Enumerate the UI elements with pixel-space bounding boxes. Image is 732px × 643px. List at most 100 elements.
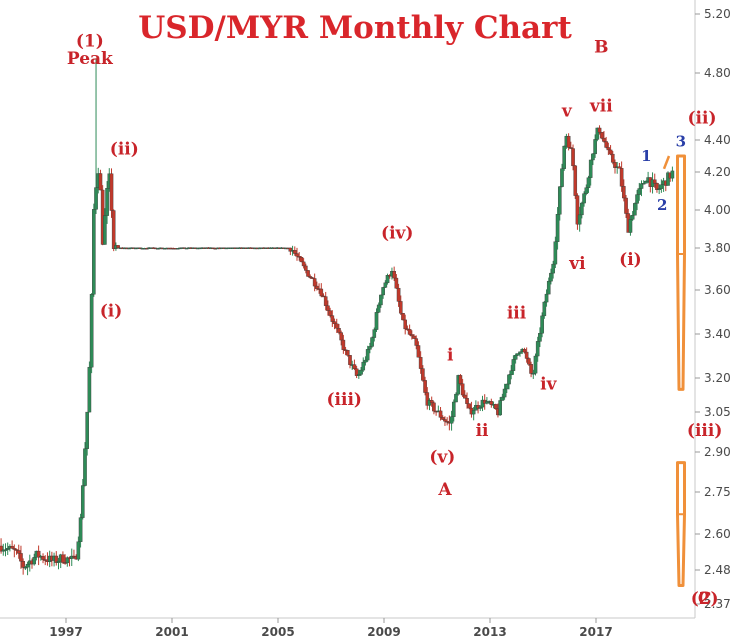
candle (659, 179, 664, 193)
candle (438, 407, 443, 421)
projection-bar (676, 461, 686, 587)
candle (308, 274, 313, 279)
candle (80, 478, 85, 520)
candle (414, 335, 419, 350)
candle (560, 163, 564, 188)
candle (304, 263, 308, 274)
candle (41, 553, 45, 564)
candle (624, 195, 628, 219)
candle (339, 330, 343, 346)
y-tick-label: 3.40 (704, 327, 731, 341)
wave-label: A (437, 480, 452, 500)
candle (493, 403, 498, 410)
wave-label: iv (540, 374, 557, 394)
candle (105, 181, 109, 224)
candle (502, 383, 507, 400)
y-axis: 5.20 4.80 4.40 4.20 4.00 3.80 3.60 3.40 3.20 3.05… (695, 7, 731, 611)
candle (555, 207, 560, 250)
y-tick-label: 4.00 (704, 203, 731, 217)
candle (19, 545, 23, 569)
candle (412, 334, 416, 339)
candle (330, 310, 335, 327)
candle (379, 294, 383, 308)
candle (557, 186, 562, 221)
candle (361, 357, 366, 372)
candle (310, 276, 315, 279)
y-tick-label: 2.75 (704, 485, 731, 499)
candle (56, 557, 61, 570)
candle (524, 347, 529, 363)
candle (449, 410, 454, 431)
candle (655, 182, 659, 193)
candle (326, 300, 330, 316)
candle (16, 544, 21, 559)
wave-label: Peak (67, 49, 114, 69)
candle (5, 542, 10, 555)
candle (606, 142, 611, 156)
x-tick-label: 2013 (473, 625, 506, 639)
subwave-label: 3 (676, 132, 686, 150)
candle (323, 291, 328, 311)
candle (571, 144, 575, 171)
candle (78, 513, 83, 548)
candle (527, 357, 531, 366)
candle (460, 378, 465, 397)
candle (89, 293, 94, 374)
candle (432, 401, 436, 415)
candle (471, 406, 476, 421)
wave-label: i (447, 345, 454, 365)
y-tick-label: 2.60 (704, 527, 731, 541)
candle (418, 351, 423, 374)
candle (61, 551, 65, 564)
candle (23, 565, 28, 571)
candle (575, 193, 580, 230)
x-axis: 1997 2001 2005 2009 2013 2017 (49, 618, 613, 639)
candle (25, 561, 30, 576)
candle (312, 273, 317, 292)
candle (467, 403, 472, 410)
candle (622, 179, 626, 202)
candle (535, 336, 540, 362)
y-tick-label: 4.20 (704, 165, 731, 179)
candle (458, 374, 463, 386)
candle (407, 324, 412, 336)
candle (12, 544, 17, 558)
candle (588, 159, 593, 186)
wave-label: v (561, 102, 573, 122)
candle (87, 361, 92, 413)
y-tick-label: 3.05 (704, 405, 731, 419)
candle (549, 268, 553, 285)
candle (443, 416, 447, 426)
candle (372, 327, 377, 342)
candle (403, 314, 408, 335)
candle (522, 347, 527, 354)
candle (103, 208, 107, 245)
candle (500, 393, 505, 401)
candle (599, 131, 604, 140)
y-tick-label: 3.60 (704, 283, 731, 297)
candle (639, 180, 644, 197)
candle (597, 125, 602, 135)
candle (591, 153, 595, 166)
wave-labels: (1)Peak(ii)(i)(iv)(iii)i(v)AiiiiiivvviBv… (67, 31, 723, 609)
candle (670, 166, 675, 182)
wave-label: (iii) (687, 421, 722, 441)
candle (381, 286, 385, 299)
candle (551, 260, 555, 279)
candle (392, 266, 396, 281)
candle (423, 376, 427, 396)
candle (652, 173, 657, 188)
candle (445, 417, 449, 426)
candle (595, 127, 600, 142)
y-tick-label: 2.37 (704, 597, 731, 611)
wave-label: (ii) (110, 139, 139, 159)
candle (385, 273, 390, 285)
candle (566, 133, 571, 151)
wave-label: (i) (100, 301, 123, 321)
candle (465, 392, 469, 409)
candle (306, 270, 310, 277)
candle (507, 374, 511, 390)
candle (383, 280, 388, 288)
candle (396, 283, 401, 307)
candle (613, 159, 617, 174)
